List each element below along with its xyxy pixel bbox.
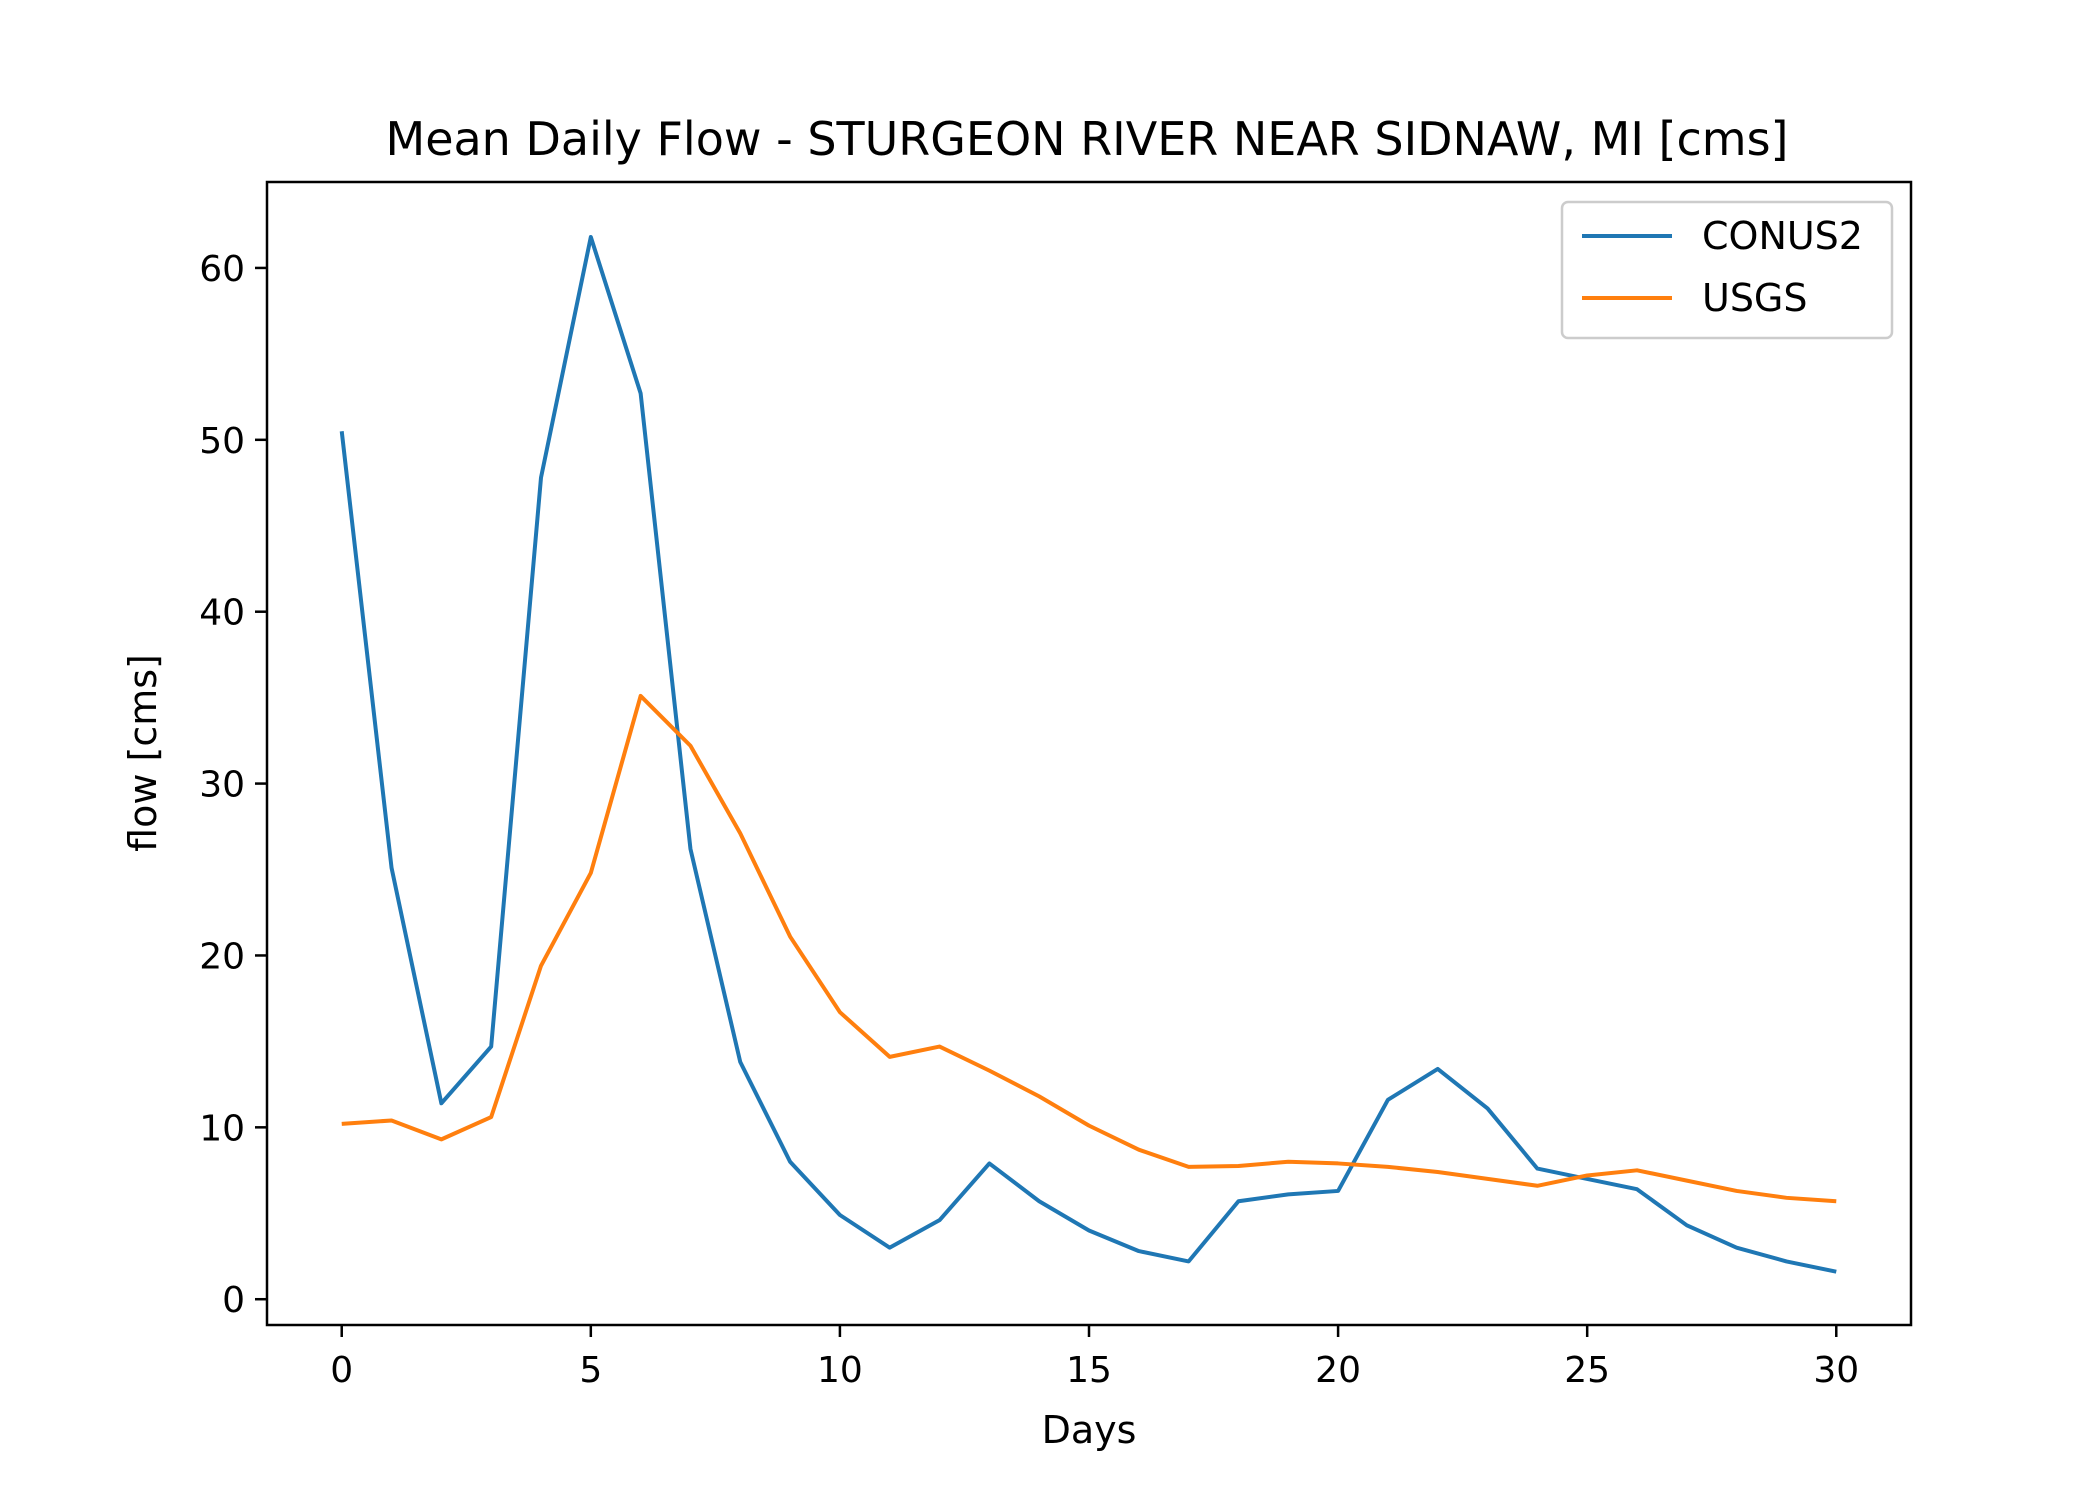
legend: CONUS2 USGS <box>1560 200 1894 340</box>
x-tick-label: 20 <box>1315 1350 1361 1391</box>
x-axis-ticks: 0 5 10 15 20 25 30 <box>330 1325 1859 1391</box>
y-axis-ticks: 0 10 20 30 40 50 60 <box>199 249 267 1321</box>
y-tick-label: 0 <box>222 1280 245 1321</box>
x-tick-label: 25 <box>1564 1350 1610 1391</box>
x-tick-label: 0 <box>330 1350 353 1391</box>
series-layer <box>339 235 1837 1274</box>
series-line-conus2 <box>339 235 1837 1274</box>
legend-entries: CONUS2 USGS <box>1582 214 1863 320</box>
series-line-usgs <box>341 693 1837 1204</box>
x-tick-label: 5 <box>579 1350 602 1391</box>
y-tick-label: 50 <box>199 421 245 462</box>
y-tick-label: 10 <box>199 1108 245 1149</box>
x-axis-label: Days <box>1042 1408 1137 1452</box>
chart-title: Mean Daily Flow - STURGEON RIVER NEAR SI… <box>386 112 1789 166</box>
y-tick-label: 30 <box>199 765 245 806</box>
y-tick-label: 20 <box>199 936 245 977</box>
y-tick-label: 40 <box>199 593 245 634</box>
legend-label-usgs: USGS <box>1702 276 1808 320</box>
x-tick-label: 15 <box>1066 1350 1112 1391</box>
legend-label-conus2: CONUS2 <box>1702 214 1863 258</box>
x-tick-label: 10 <box>817 1350 863 1391</box>
y-axis-label: flow [cms] <box>121 654 165 852</box>
y-tick-label: 60 <box>199 249 245 290</box>
x-tick-label: 30 <box>1813 1350 1859 1391</box>
